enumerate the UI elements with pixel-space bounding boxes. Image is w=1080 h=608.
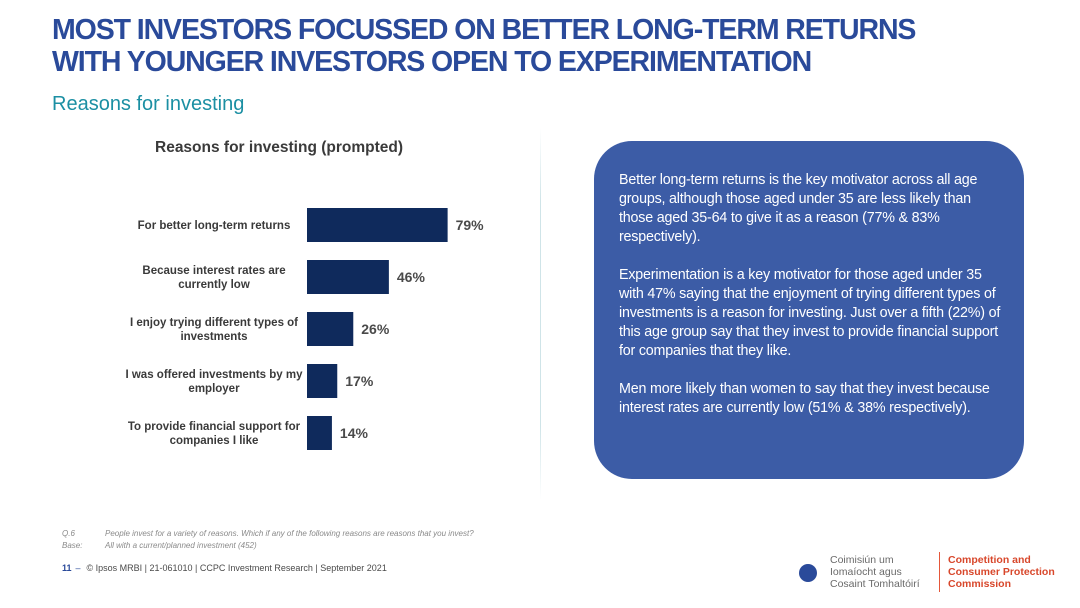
- question-label: Q.6: [62, 529, 75, 538]
- bar-2: [307, 260, 389, 294]
- slide-title-line-1: MOST INVESTORS FOCUSSED ON BETTER LONG-T…: [52, 14, 916, 46]
- logo-irish-line: Cosaint Tomhaltóirí: [830, 578, 920, 590]
- base-text: All with a current/planned investment (4…: [105, 541, 257, 550]
- bar-1: [307, 208, 448, 242]
- footer-text: © Ipsos MRBI | 21-061010 | CCPC Investme…: [86, 563, 387, 573]
- value-label: 14%: [340, 425, 369, 441]
- logo-english-line: Consumer Protection: [948, 566, 1055, 578]
- slide-title: MOST INVESTORS FOCUSSED ON BETTER LONG-T…: [52, 14, 1062, 78]
- bar-5: [307, 416, 332, 450]
- slide-subtitle: Reasons for investing: [52, 93, 245, 115]
- page-number: 11: [62, 563, 72, 573]
- chart-title: Reasons for investing (prompted): [155, 139, 404, 156]
- vertical-divider: [540, 128, 541, 500]
- logo-irish-line: Coimisiún um: [830, 554, 894, 566]
- category-label: I enjoy trying different types of investm…: [130, 317, 298, 343]
- logo-english-name: Competition and Consumer Protection Comm…: [948, 554, 1055, 590]
- category-label: To provide financial support for companie…: [128, 421, 301, 447]
- ccpc-logo: Coimisiún um Iomaíocht agus Cosaint Tomh…: [778, 541, 1078, 605]
- logo-irish-line: Iomaíocht agus: [830, 566, 902, 578]
- logo-english-line: Commission: [948, 578, 1012, 590]
- logo-english-line: Competition and: [948, 554, 1031, 566]
- category-label: For better long-term returns: [138, 220, 291, 232]
- base-label: Base:: [62, 541, 83, 550]
- question-text: People invest for a variety of reasons. …: [105, 529, 474, 538]
- value-label: 79%: [456, 217, 485, 233]
- callout-paragraph: Experimentation is a key motivator for t…: [619, 267, 1001, 359]
- value-label: 17%: [345, 373, 374, 389]
- value-label: 26%: [361, 321, 390, 337]
- footnote: Q.6 People invest for a variety of reaso…: [62, 528, 474, 552]
- value-label: 46%: [397, 269, 426, 285]
- callout-paragraph: Better long-term returns is the key moti…: [619, 172, 978, 245]
- logo-irish-name: Coimisiún um Iomaíocht agus Cosaint Tomh…: [830, 554, 920, 590]
- category-label: I was offered investments by my employer: [125, 369, 303, 395]
- callout-paragraph: Men more likely than women to say that t…: [619, 381, 990, 416]
- bar-4: [307, 364, 338, 398]
- category-label: Because interest rates are currently low: [142, 265, 285, 291]
- slide-title-line-2: WITH YOUNGER INVESTORS OPEN TO EXPERIMEN…: [52, 46, 812, 78]
- bar-chart: 79% For better long-term returns 46% Becaus…: [125, 208, 485, 450]
- insight-callout: Better long-term returns is the key moti…: [594, 141, 1024, 479]
- logo-separator: [939, 552, 940, 592]
- page-dash: –: [75, 563, 81, 573]
- footer: 11 – © Ipsos MRBI | 21-061010 | CCPC Inv…: [62, 563, 387, 573]
- ccpc-emblem-icon: [782, 547, 817, 599]
- bar-3: [307, 312, 354, 346]
